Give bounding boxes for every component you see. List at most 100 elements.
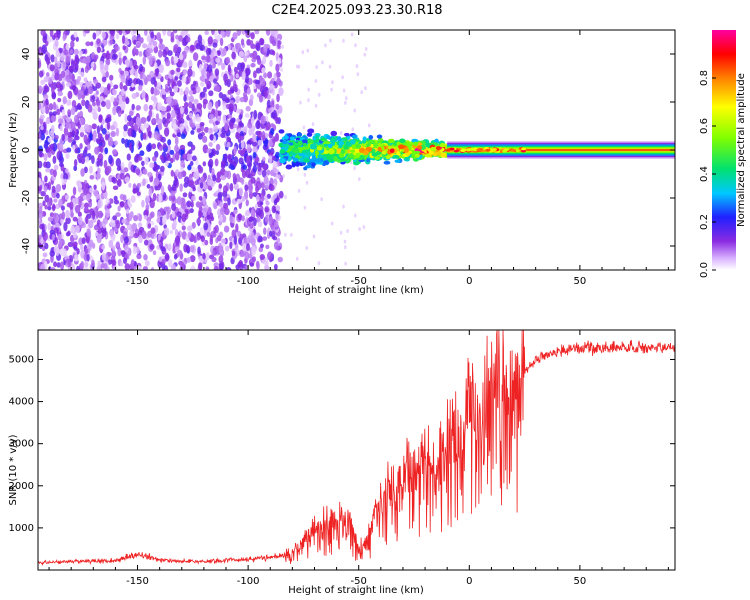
heatmap-cell <box>245 155 251 165</box>
heatmap-cell <box>159 43 166 51</box>
heatmap-cell <box>47 216 54 222</box>
heatmap-cell <box>182 62 188 69</box>
heatmap-cell <box>310 145 317 150</box>
heatmap-cell <box>44 105 50 115</box>
heatmap-cell <box>353 166 356 171</box>
heatmap-cell <box>83 30 90 34</box>
heatmap-cell <box>350 32 354 37</box>
heatmap-cell <box>39 114 45 120</box>
heatmap-cell <box>257 139 263 147</box>
heatmap-cell <box>208 141 213 147</box>
heatmap-cell <box>156 81 162 87</box>
heatmap-cell <box>41 223 45 232</box>
heatmap-cell <box>160 245 166 252</box>
snr-x-label: Height of straight line (km) <box>288 585 424 596</box>
heatmap-cell <box>80 71 85 78</box>
heatmap-cell <box>101 252 106 261</box>
heatmap-cell <box>167 243 172 252</box>
heatmap-cell <box>166 30 172 37</box>
heatmap-cell <box>233 209 238 215</box>
heatmap-cell <box>205 55 211 63</box>
heatmap-cell <box>117 110 122 117</box>
heatmap-cell <box>227 89 232 95</box>
heatmap-cell <box>222 105 227 111</box>
heatmap-cell <box>118 30 123 36</box>
heatmap-cell <box>383 160 391 165</box>
heatmap-cell <box>127 224 131 230</box>
heatmap-cell <box>61 133 65 141</box>
heatmap-cell <box>51 185 56 194</box>
heatmap-cell <box>57 233 62 241</box>
heatmap-cell <box>181 75 187 84</box>
heatmap-cell <box>161 106 167 112</box>
heatmap-cell <box>96 38 101 45</box>
heatmap-cell <box>213 202 218 210</box>
heatmap-cell <box>212 249 216 256</box>
heatmap-cell <box>71 85 77 91</box>
heatmap-cell <box>186 153 193 161</box>
heatmap-cell <box>236 30 242 36</box>
heatmap-cell <box>344 96 348 101</box>
heatmap-cell <box>74 253 78 261</box>
heatmap-cell <box>183 176 190 184</box>
heatmap-cell <box>57 118 64 124</box>
heatmap-cell <box>152 40 158 47</box>
heatmap-cell <box>57 91 64 97</box>
heatmap-cell <box>275 63 280 73</box>
heatmap-cell <box>118 56 122 66</box>
heatmap-cell <box>122 129 128 138</box>
heatmap-cell <box>171 210 176 219</box>
heatmap-cell <box>115 33 120 40</box>
heatmap-cell <box>187 231 192 239</box>
heatmap-cell <box>185 126 190 133</box>
heatmap-cell <box>312 234 316 239</box>
heatmap-cell <box>224 123 229 132</box>
heatmap-cell <box>158 64 164 74</box>
heatmap-cell <box>377 142 382 147</box>
heatmap-cell <box>158 49 163 58</box>
heatmap-cell <box>197 185 201 193</box>
heatmap-cell <box>62 61 67 69</box>
heatmap-cell <box>62 96 67 105</box>
heatmap-cell <box>185 245 190 252</box>
heatmap-cell <box>218 245 224 253</box>
heatmap-cell <box>240 140 245 150</box>
heatmap-cell <box>265 30 271 36</box>
heatmap-cell <box>80 260 84 267</box>
heatmap-cell <box>100 100 106 108</box>
heatmap-cell <box>195 86 201 94</box>
heatmap-cell <box>348 154 355 159</box>
heatmap-cell <box>152 156 157 162</box>
heatmap-cell <box>183 182 189 188</box>
heatmap-cell <box>83 266 89 270</box>
heatmap-cell <box>208 118 214 124</box>
heatmap-cell <box>55 184 62 193</box>
heatmap-cell <box>263 72 268 79</box>
heatmap-cell <box>148 104 153 111</box>
heatmap-cell <box>141 230 147 240</box>
heatmap-cell <box>209 212 214 220</box>
heatmap-cell <box>55 51 61 58</box>
heatmap-cell <box>417 145 423 150</box>
heatmap-cell <box>315 135 320 140</box>
heatmap-cell <box>65 43 70 51</box>
heatmap-cell <box>251 246 257 256</box>
heatmap-cell <box>150 31 155 39</box>
heatmap-cell <box>170 190 176 197</box>
heatmap-cell <box>260 182 265 189</box>
heatmap-cell <box>198 41 203 47</box>
heatmap-cell <box>56 108 61 116</box>
heatmap-cell <box>51 233 56 241</box>
heatmap-cell <box>53 169 57 178</box>
heatmap-cell <box>376 134 383 139</box>
heatmap-cell <box>233 235 238 245</box>
heatmap-cell <box>191 221 196 229</box>
heatmap-cell <box>346 228 349 233</box>
heatmap-cell <box>284 195 287 200</box>
heatmap-cell <box>124 244 129 253</box>
heatmap-cell <box>266 169 271 176</box>
heatmap-cell <box>304 152 311 156</box>
heatmap-cell <box>59 125 63 132</box>
heatmap-cell <box>132 245 137 255</box>
heatmap-cell <box>440 152 447 158</box>
